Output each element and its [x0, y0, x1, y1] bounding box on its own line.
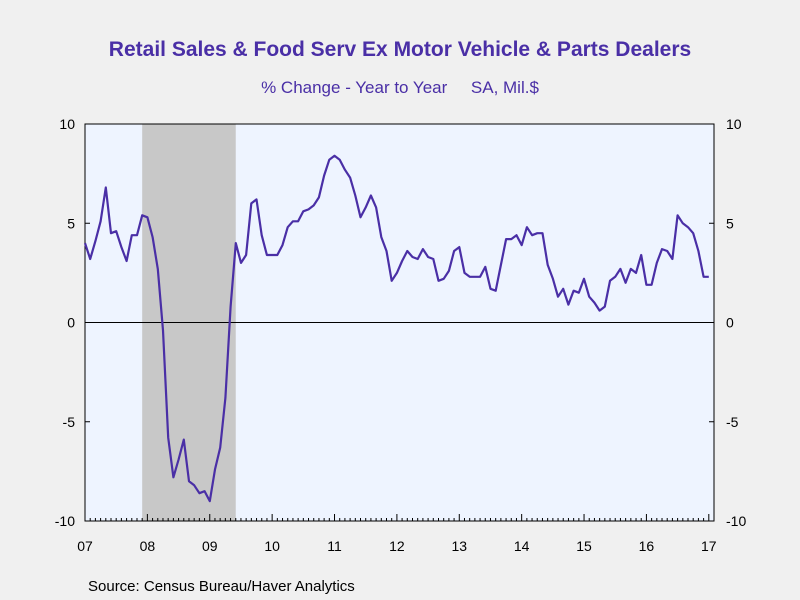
y-tick-label-right: 0 [726, 315, 734, 331]
chart-subtitle: % Change - Year to Year SA, Mil.$ [261, 78, 539, 97]
y-tick-label-right: -5 [726, 414, 739, 430]
source-note: Source: Census Bureau/Haver Analytics [88, 578, 355, 595]
x-tick-label: 09 [202, 538, 218, 554]
x-tick-label: 08 [140, 538, 156, 554]
x-tick-label: 12 [389, 538, 405, 554]
chart-title: Retail Sales & Food Serv Ex Motor Vehicl… [108, 38, 692, 61]
y-tick-label-left: 10 [59, 116, 75, 132]
x-tick-label: 07 [77, 538, 93, 554]
y-tick-label-right: 10 [726, 116, 742, 132]
y-tick-label-right: 5 [726, 215, 734, 231]
y-tick-label-left: -10 [55, 513, 75, 529]
x-tick-label: 10 [264, 538, 280, 554]
x-tick-label: 11 [327, 538, 342, 554]
x-tick-label: 13 [451, 538, 467, 554]
x-tick-label: 15 [576, 538, 592, 554]
y-tick-label-left: -5 [63, 414, 76, 430]
y-tick-label-right: -10 [726, 513, 746, 529]
x-tick-label: 16 [639, 538, 655, 554]
series-line [83, 154, 709, 503]
x-tick-label: 17 [701, 538, 717, 554]
y-tick-label-left: 5 [67, 215, 75, 231]
y-tick-label-left: 0 [67, 315, 75, 331]
x-tick-label: 14 [514, 538, 530, 554]
